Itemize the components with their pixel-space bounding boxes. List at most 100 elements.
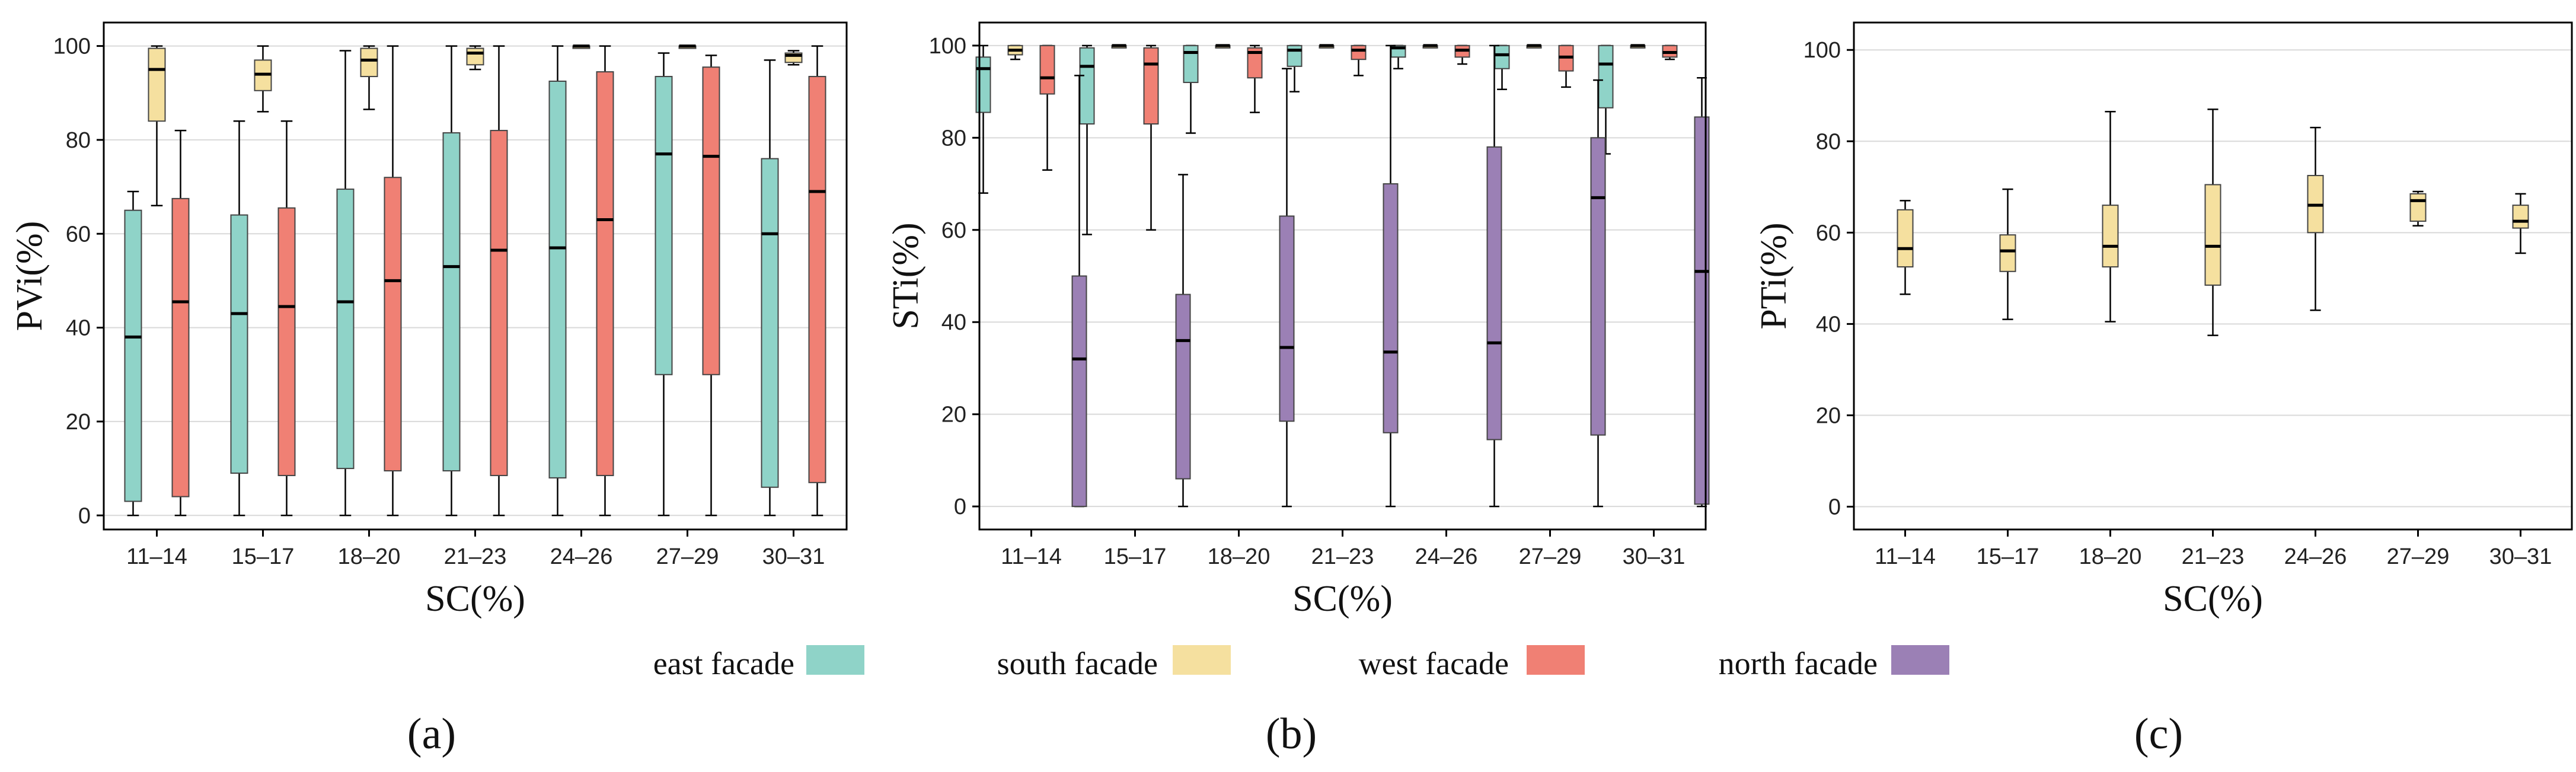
x-tick-label: 11–14 bbox=[1001, 544, 1062, 569]
box bbox=[277, 207, 296, 476]
y-tick-label: 60 bbox=[1816, 221, 1841, 245]
box bbox=[1287, 44, 1303, 67]
x-tick-label: 27–29 bbox=[1519, 544, 1582, 569]
x-tick-label: 15–17 bbox=[1104, 544, 1167, 569]
y-tick-label: 40 bbox=[941, 310, 966, 335]
y-tick-label: 40 bbox=[1816, 312, 1841, 337]
y-tick-label: 20 bbox=[941, 403, 966, 428]
box bbox=[1694, 116, 1710, 505]
y-tick-label: 0 bbox=[78, 503, 91, 528]
x-axis-title: SC(%) bbox=[2163, 579, 2263, 619]
box bbox=[1598, 44, 1614, 109]
box bbox=[808, 76, 826, 483]
panel-b: 0 20 40 60 80 100 11–14 15–17 18–20 21–23 24–26 27–… bbox=[886, 21, 1710, 758]
x-tick-label: 18–20 bbox=[1208, 544, 1271, 569]
legend-label: east facade bbox=[653, 646, 794, 681]
box bbox=[336, 189, 355, 470]
y-tick-label: 0 bbox=[954, 495, 966, 519]
y-tick-label: 100 bbox=[1803, 38, 1841, 63]
x-tick-label: 11–14 bbox=[126, 544, 187, 569]
x-tick-label: 30–31 bbox=[1623, 544, 1686, 569]
y-tick-label: 100 bbox=[929, 34, 966, 59]
axis-frame bbox=[978, 21, 1707, 531]
box bbox=[761, 158, 779, 488]
axis-frame bbox=[103, 21, 848, 531]
y-tick-label: 80 bbox=[1816, 129, 1841, 154]
panel-c: 0 20 40 60 80 100 11–14 15–17 18–20 21–23 24–26 27–… bbox=[1754, 21, 2573, 758]
x-tick-label: 21–23 bbox=[2182, 544, 2245, 569]
box bbox=[655, 76, 673, 375]
box bbox=[384, 177, 402, 472]
box bbox=[360, 47, 378, 78]
x-axis-title: SC(%) bbox=[425, 579, 525, 619]
box bbox=[1590, 137, 1606, 436]
x-tick-label: 24–26 bbox=[2284, 544, 2347, 569]
x-tick-label: 11–14 bbox=[1875, 544, 1936, 569]
box bbox=[442, 132, 461, 472]
legend-swatch bbox=[1891, 645, 1949, 675]
box bbox=[171, 197, 190, 497]
box bbox=[2102, 205, 2119, 268]
box bbox=[1494, 44, 1510, 69]
box bbox=[596, 71, 614, 476]
x-tick-label: 15–17 bbox=[232, 544, 295, 569]
y-tick-label: 20 bbox=[1816, 403, 1841, 428]
box bbox=[2204, 184, 2221, 286]
box bbox=[1143, 47, 1159, 125]
box bbox=[2409, 193, 2427, 222]
legend-label: north facade bbox=[1719, 646, 1878, 681]
box bbox=[1039, 44, 1055, 95]
x-tick-label: 30–31 bbox=[2489, 544, 2552, 569]
y-axis-title: PVi(%) bbox=[9, 221, 50, 331]
x-tick-label: 21–23 bbox=[1311, 544, 1374, 569]
box bbox=[702, 66, 720, 375]
box bbox=[148, 47, 166, 122]
x-tick-label: 15–17 bbox=[1977, 544, 2039, 569]
box bbox=[490, 130, 508, 476]
box bbox=[1999, 234, 2016, 272]
box bbox=[1079, 47, 1095, 125]
y-tick-label: 80 bbox=[941, 126, 966, 151]
y-tick-label: 80 bbox=[66, 128, 91, 153]
box bbox=[1897, 209, 1914, 268]
legend-label: south facade bbox=[997, 646, 1158, 681]
legend-swatch bbox=[1173, 645, 1231, 675]
box bbox=[230, 214, 248, 474]
y-axis-title: STi(%) bbox=[886, 222, 926, 329]
legend-label: west facade bbox=[1359, 646, 1509, 681]
panel-a: 0 20 40 60 80 100 11–14 15–17 18–20 21–23 24–26 27–… bbox=[9, 21, 848, 758]
box bbox=[1486, 146, 1502, 441]
box bbox=[1071, 275, 1087, 508]
box bbox=[1279, 215, 1295, 422]
x-axis-title: SC(%) bbox=[1292, 579, 1393, 619]
box bbox=[2512, 205, 2529, 229]
x-tick-label: 27–29 bbox=[2387, 544, 2450, 569]
x-tick-label: 18–20 bbox=[338, 544, 401, 569]
y-tick-label: 100 bbox=[53, 34, 91, 59]
legend: east facade south facade west facade north … bbox=[653, 645, 1949, 681]
y-tick-label: 60 bbox=[941, 218, 966, 243]
box bbox=[466, 47, 484, 66]
box bbox=[975, 56, 991, 113]
y-tick-label: 40 bbox=[66, 316, 91, 341]
x-tick-label: 24–26 bbox=[1415, 544, 1478, 569]
x-tick-label: 30–31 bbox=[762, 544, 825, 569]
y-tick-label: 0 bbox=[1828, 495, 1841, 519]
panel-label: (a) bbox=[407, 710, 456, 758]
box bbox=[1383, 183, 1399, 433]
x-tick-label: 18–20 bbox=[2079, 544, 2142, 569]
y-tick-label: 20 bbox=[66, 410, 91, 435]
legend-swatch bbox=[806, 645, 864, 675]
y-axis-title: PTi(%) bbox=[1754, 222, 1794, 329]
box bbox=[1175, 294, 1191, 480]
x-tick-label: 27–29 bbox=[656, 544, 719, 569]
x-tick-label: 21–23 bbox=[444, 544, 507, 569]
panel-label: (b) bbox=[1266, 710, 1317, 758]
legend-swatch bbox=[1527, 645, 1585, 675]
box bbox=[1351, 44, 1367, 60]
x-tick-label: 24–26 bbox=[550, 544, 613, 569]
panel-label: (c) bbox=[2134, 710, 2183, 758]
box bbox=[124, 209, 142, 502]
axis-frame bbox=[1853, 21, 2573, 531]
